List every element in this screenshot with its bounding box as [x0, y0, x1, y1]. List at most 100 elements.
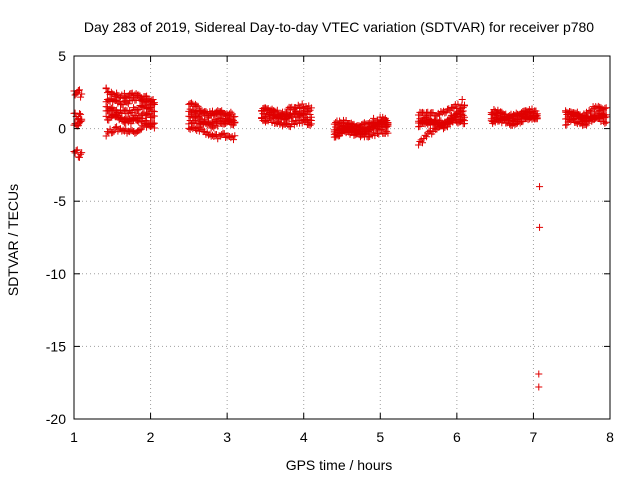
x-tick-label: 5: [376, 429, 384, 445]
data-point: [229, 119, 237, 127]
data-point: [124, 100, 132, 108]
chart-title: Day 283 of 2019, Sidereal Day-to-day VTE…: [84, 19, 594, 35]
x-tick-labels: 1 2 3 4 5 6 7 8: [70, 429, 614, 445]
data-point: [443, 119, 451, 127]
data-point: [383, 123, 391, 131]
data-point: [535, 370, 543, 378]
data-point: [536, 223, 544, 231]
data-point: [127, 120, 135, 128]
data-point: [74, 86, 82, 94]
data-point: [445, 118, 453, 126]
data-point: [78, 90, 86, 98]
data-point: [120, 119, 128, 127]
data-point: [78, 149, 86, 157]
data-point: [601, 104, 609, 112]
data-point: [77, 93, 85, 101]
data-point: [150, 99, 158, 107]
y-tick-label: 5: [58, 48, 66, 64]
data-point: [370, 114, 378, 122]
data-point: [461, 102, 469, 110]
data-point: [231, 132, 239, 140]
data-point: [342, 117, 350, 125]
data-point: [77, 110, 85, 118]
data-point: [111, 124, 119, 132]
data-point: [307, 104, 315, 112]
data-point: [490, 105, 498, 113]
y-tick-label: -15: [46, 338, 66, 354]
data-point: [78, 117, 86, 125]
data-point: [75, 153, 83, 161]
x-tick-label: 7: [530, 429, 538, 445]
data-point: [419, 139, 427, 147]
data-point: [77, 150, 85, 158]
data-point: [602, 104, 610, 112]
data-point: [145, 109, 153, 117]
data-point: [596, 106, 604, 114]
data-point: [265, 114, 273, 122]
data-point: [536, 183, 544, 191]
data-point: [375, 130, 383, 138]
data-point: [458, 96, 466, 104]
data-point: [305, 108, 313, 116]
data-point: [102, 84, 110, 92]
data-point: [504, 116, 512, 124]
x-tick-label: 8: [606, 429, 614, 445]
data-point: [307, 117, 315, 125]
data-point: [113, 110, 121, 118]
data-point: [75, 86, 83, 94]
data-point: [441, 109, 449, 117]
data-point: [602, 118, 610, 126]
y-tick-labels: 5 0 -5 -10 -15 -20: [46, 48, 66, 427]
data-point: [602, 111, 610, 119]
data-point: [384, 122, 392, 130]
x-tick-label: 3: [223, 429, 231, 445]
data-point: [194, 102, 202, 110]
data-point: [535, 383, 543, 391]
x-tick-label: 1: [70, 429, 78, 445]
data-point: [73, 146, 81, 154]
data-point: [146, 104, 154, 112]
data-point: [454, 100, 462, 108]
y-tick-label: -10: [46, 266, 66, 282]
y-tick-label: -20: [46, 411, 66, 427]
data-point: [149, 96, 157, 104]
data-point: [229, 136, 237, 144]
data-point: [136, 126, 144, 134]
data-point: [415, 141, 423, 149]
data-point: [109, 129, 117, 137]
data-point: [150, 112, 158, 120]
x-tick-label: 6: [453, 429, 461, 445]
data-point: [290, 109, 298, 117]
data-point: [127, 109, 135, 117]
data-point: [459, 104, 467, 112]
data-points: [70, 84, 610, 391]
y-axis-label: SDTVAR / TECUs: [5, 184, 21, 296]
data-point: [227, 108, 235, 116]
data-point: [75, 110, 83, 118]
data-point: [120, 89, 128, 97]
y-tick-label: -5: [54, 193, 67, 209]
data-point: [461, 117, 469, 125]
data-point: [106, 107, 114, 115]
data-point: [298, 100, 306, 108]
data-point: [533, 115, 541, 123]
data-point: [419, 117, 427, 125]
data-point: [601, 119, 609, 127]
data-point: [298, 110, 306, 118]
data-point: [384, 129, 392, 137]
data-point: [489, 118, 497, 126]
data-point: [77, 118, 85, 126]
plot-frame: [73, 55, 611, 420]
data-point: [503, 115, 511, 123]
data-point: [498, 108, 506, 116]
data-point: [71, 109, 79, 117]
x-tick-label: 2: [147, 429, 155, 445]
y-tick-label: 0: [58, 121, 66, 137]
data-point: [459, 115, 467, 123]
data-point: [442, 108, 450, 116]
data-point: [149, 120, 157, 128]
data-point: [150, 124, 158, 132]
data-point: [133, 106, 141, 114]
ticks: [73, 55, 611, 420]
